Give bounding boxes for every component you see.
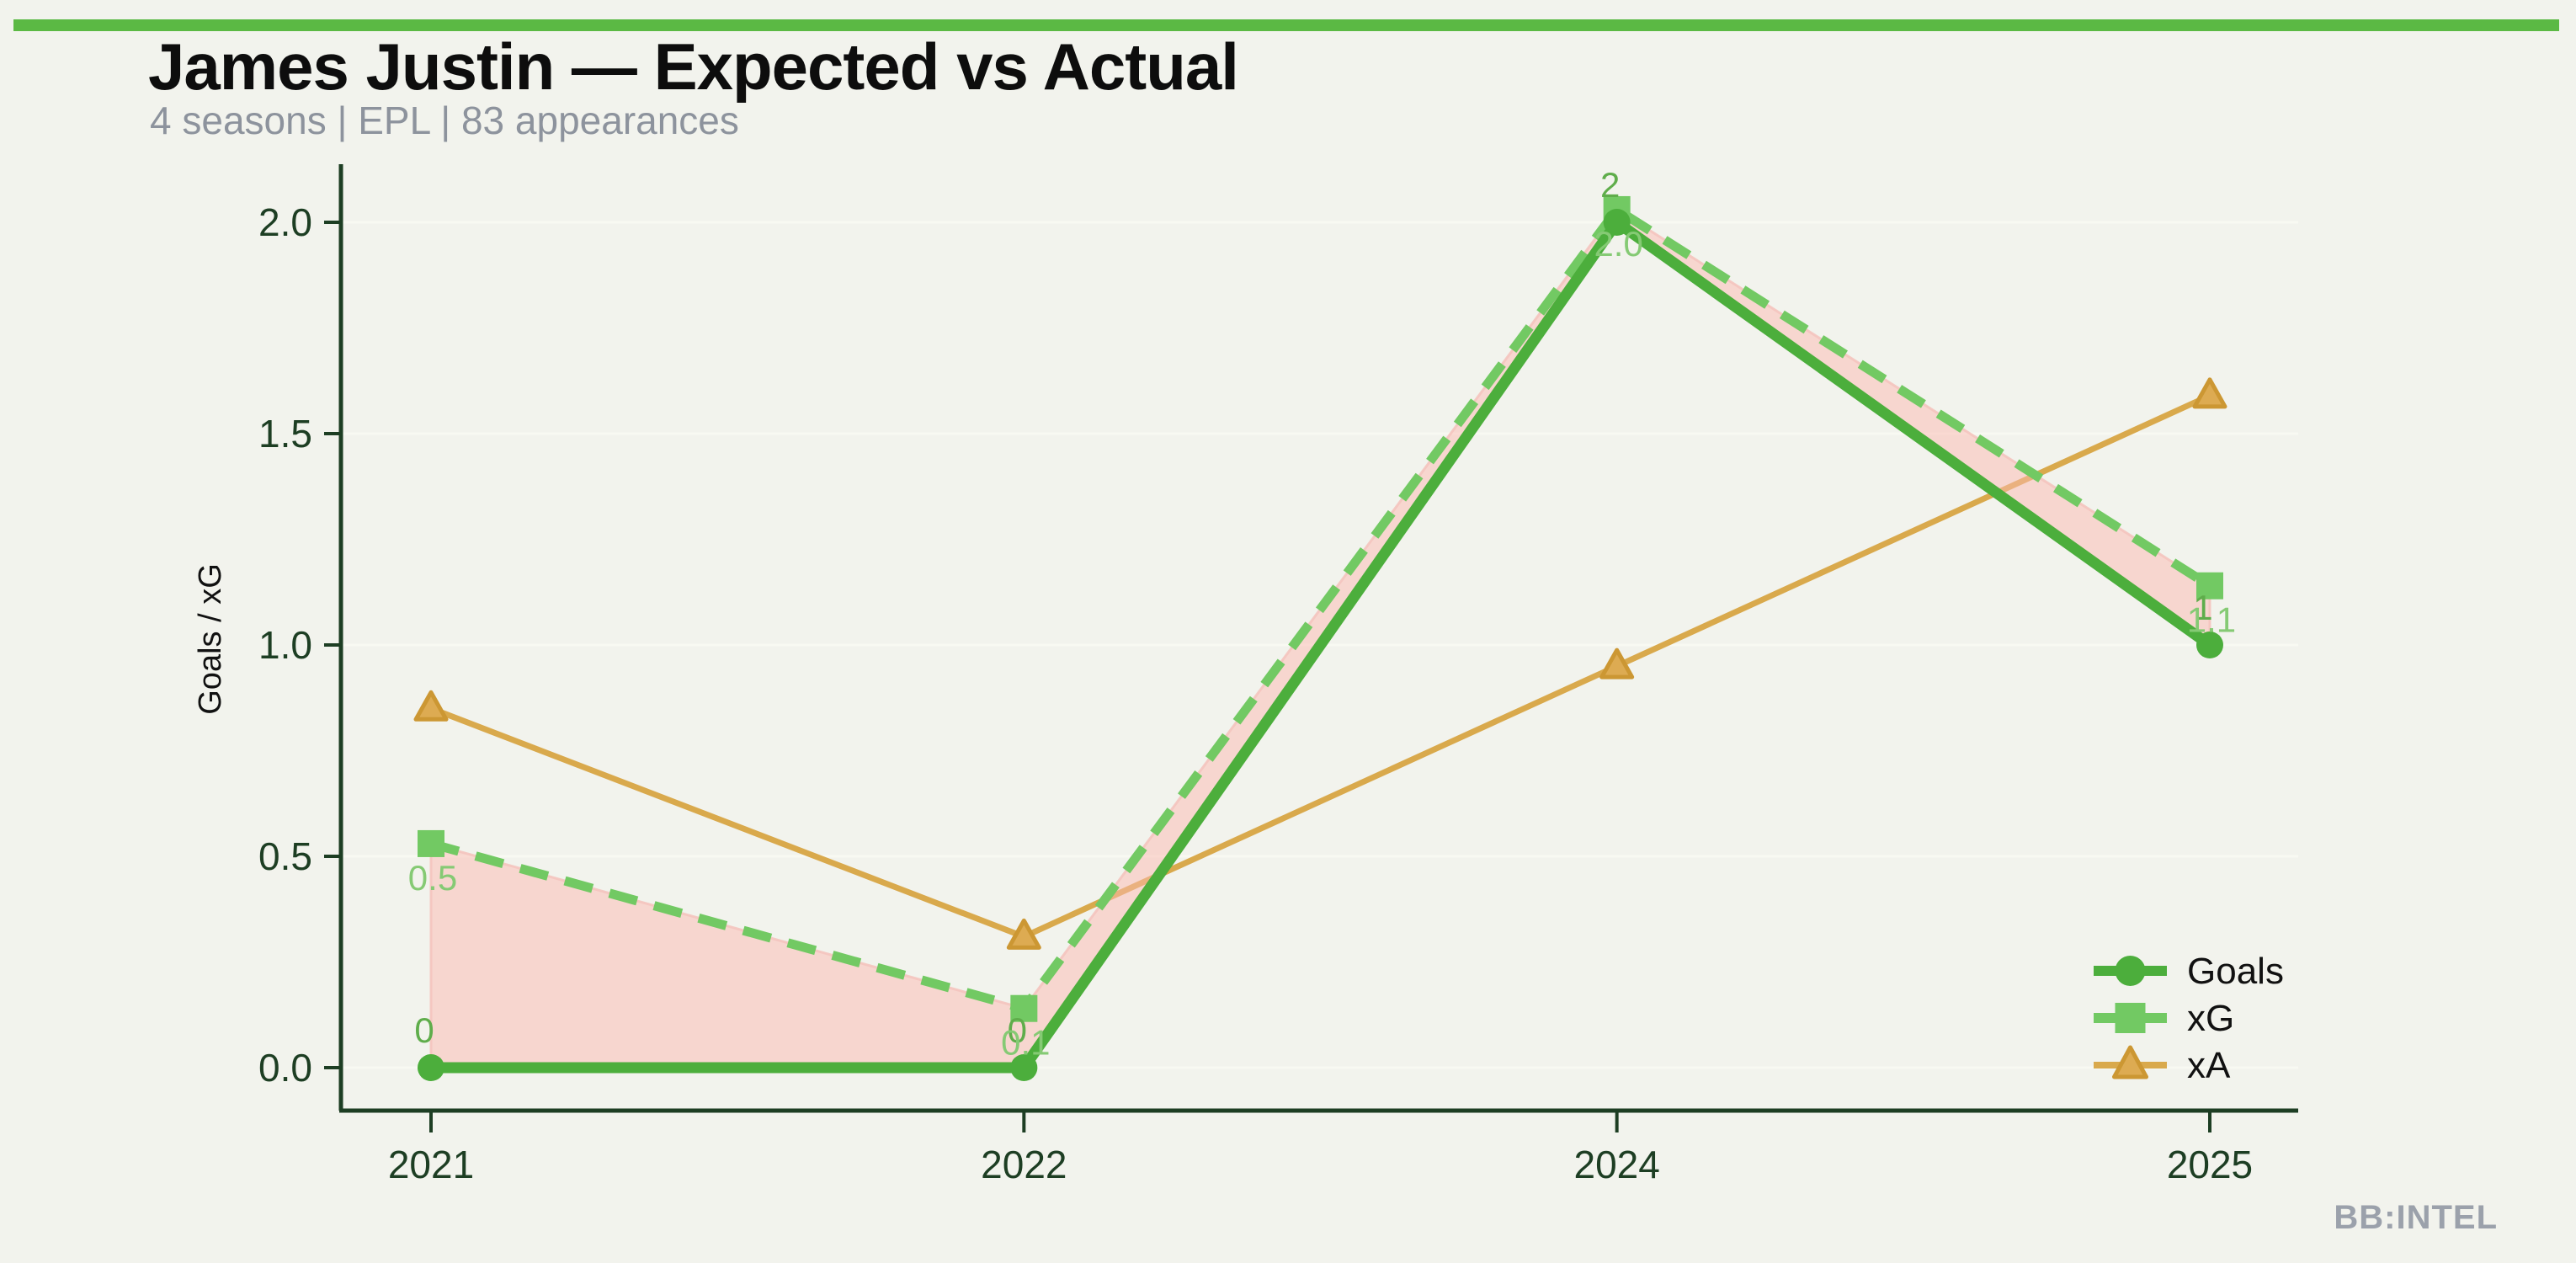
xa-series <box>413 377 2227 950</box>
y-tick-label: 0.0 <box>258 1046 312 1090</box>
xa-marker-triangle <box>413 690 449 722</box>
goals-marker-circle <box>418 1054 444 1081</box>
goals-marker-circle <box>2195 632 2223 658</box>
legend-goals-marker <box>2115 956 2146 986</box>
y-tick-labels: 0.0 0.5 1.0 1.5 2.0 <box>258 200 341 1090</box>
legend-label: xG <box>2187 998 2234 1039</box>
legend-xg-marker <box>2115 1003 2146 1033</box>
xg-point-label: 0.5 <box>408 858 457 898</box>
xg-point-label: 1.1 <box>2187 600 2236 640</box>
goals-point-label: 0 <box>414 1010 434 1050</box>
x-tick-label: 2022 <box>981 1143 1067 1186</box>
x-tick-label: 2024 <box>1573 1143 1659 1186</box>
goals-marker-circle <box>1603 209 1631 236</box>
goals-point-label: 2 <box>1600 165 1620 205</box>
legend-label: xA <box>2187 1045 2231 1086</box>
xg-point-label: 0.1 <box>1001 1023 1050 1063</box>
legend-label: Goals <box>2187 951 2284 992</box>
legend: Goals xG xA <box>2094 951 2284 1086</box>
y-tick-label: 1.5 <box>258 412 312 456</box>
legend-xa-marker <box>2112 1045 2148 1079</box>
page-title: James Justin — Expected vs Actual <box>148 29 1239 104</box>
y-tick-label: 2.0 <box>258 200 312 244</box>
accent-top-bar <box>13 19 2559 31</box>
goals-line <box>431 214 2213 1074</box>
x-tick-label: 2025 <box>2167 1143 2253 1186</box>
xg-marker-square <box>1010 994 1038 1022</box>
xg-marker-square <box>2195 572 2223 600</box>
xa-line <box>429 392 2211 941</box>
legend-item-goals: Goals <box>2094 951 2284 992</box>
x-tick-labels: 2021 2022 2024 2025 <box>388 1111 2253 1186</box>
brand-watermark: BB:INTEL <box>2334 1199 2498 1236</box>
axes <box>338 164 2298 1113</box>
point-labels: 0 0 2 1 0.5 0.1 2.0 1.1 <box>408 165 2236 1063</box>
xg-point-label: 2.0 <box>1594 224 1642 264</box>
xg-series <box>418 195 2223 1022</box>
xa-marker-triangle <box>2192 377 2227 409</box>
x-tick-label: 2021 <box>388 1143 474 1186</box>
xg-line <box>429 203 2212 1015</box>
y-tick-label: 1.0 <box>258 623 312 667</box>
legend-item-xa: xA <box>2094 1045 2231 1086</box>
goals-point-label: 1 <box>2193 588 2212 627</box>
y-axis-title: Goals / xG <box>193 563 228 715</box>
legend-item-xg: xG <box>2094 998 2234 1039</box>
goals-point-label: 0 <box>1008 1010 1027 1050</box>
goals-marker-circle <box>1010 1054 1038 1081</box>
xa-marker-triangle <box>1599 647 1635 679</box>
goals-series <box>418 209 2223 1081</box>
page-subtitle: 4 seasons | EPL | 83 appearances <box>150 99 739 142</box>
xa-marker-triangle <box>1006 918 1041 950</box>
y-tick-label: 0.5 <box>258 834 312 878</box>
xg-marker-square <box>418 829 444 857</box>
